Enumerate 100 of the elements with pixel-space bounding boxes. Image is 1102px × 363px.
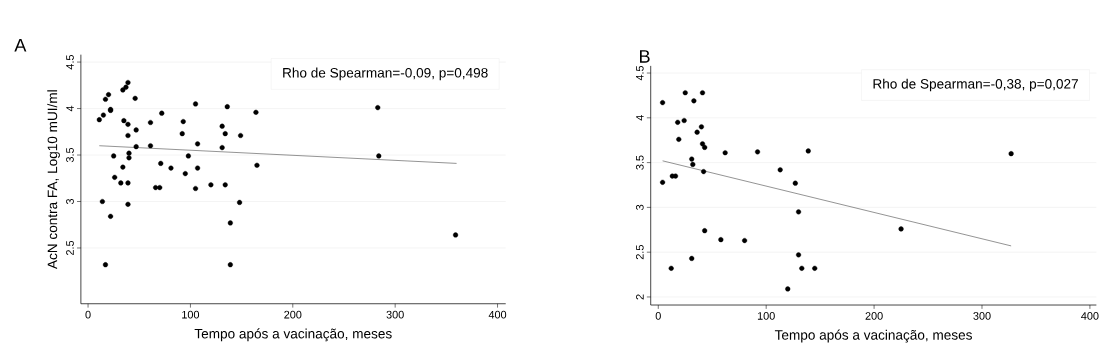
point [132, 95, 138, 101]
point [222, 131, 228, 137]
point [254, 162, 260, 168]
point [193, 101, 199, 107]
x-tick-label: 0 [85, 310, 91, 319]
point [159, 110, 165, 116]
point [796, 252, 802, 258]
point [133, 127, 139, 133]
point [224, 104, 230, 110]
point [785, 286, 791, 292]
point [796, 209, 802, 215]
point [125, 201, 131, 207]
y-tick-label: 3.5 [635, 155, 644, 170]
point [133, 144, 139, 150]
point [195, 165, 201, 171]
point [125, 180, 131, 186]
point [792, 180, 798, 186]
point [96, 117, 102, 123]
point [100, 112, 106, 118]
y-tick-label: 4 [66, 105, 74, 112]
point [99, 198, 105, 204]
x-tick-label: 200 [865, 311, 883, 320]
point [812, 265, 818, 271]
point [121, 117, 127, 124]
point [253, 109, 259, 115]
point [111, 153, 117, 159]
point [227, 220, 233, 226]
point [182, 170, 188, 177]
point [682, 90, 688, 96]
point [120, 164, 126, 170]
annotation: Rho de Spearman=-0,38, p=0,027 [873, 78, 1078, 92]
point [195, 141, 201, 147]
x-tick-label: 0 [655, 311, 661, 320]
y-tick-label: 3 [66, 198, 74, 204]
point [125, 121, 131, 127]
point [157, 184, 163, 190]
point [898, 226, 904, 232]
point [123, 84, 129, 90]
point [660, 99, 666, 106]
point [699, 90, 706, 96]
y-tick-label: 2 [636, 294, 644, 300]
point [125, 132, 131, 138]
point [698, 124, 704, 130]
point [219, 123, 225, 129]
point [208, 182, 214, 188]
point [158, 160, 164, 166]
annotation: Rho de Spearman=-0,09, p=0,498 [283, 67, 488, 81]
point [118, 180, 124, 186]
point [676, 136, 682, 142]
x-tick-label: 400 [488, 310, 507, 319]
y-tick-label: 2.5 [66, 240, 74, 255]
point [219, 144, 225, 151]
x-axis-title: Tempo após a vacinação, meses [774, 329, 972, 343]
x-tick-label: 100 [757, 311, 775, 320]
point [147, 143, 154, 149]
point [689, 255, 695, 261]
point [691, 98, 697, 104]
point [125, 79, 131, 85]
point [102, 262, 108, 268]
y-tick-label: 3 [635, 204, 644, 210]
y-tick-label: 2.5 [635, 244, 644, 260]
point [673, 173, 679, 179]
point [722, 150, 728, 156]
point [755, 149, 761, 155]
point [126, 155, 132, 161]
x-tick-label: 200 [284, 310, 302, 319]
point [681, 117, 687, 123]
point [701, 168, 707, 174]
point [222, 182, 228, 188]
point [112, 174, 118, 180]
point [805, 148, 811, 154]
point [105, 91, 112, 98]
point [238, 132, 244, 138]
x-tick-label: 400 [1081, 311, 1099, 320]
point [799, 265, 805, 271]
point [777, 167, 783, 173]
point [168, 165, 174, 171]
point [453, 232, 459, 238]
point [742, 237, 748, 243]
point [690, 161, 696, 167]
point [102, 96, 108, 102]
point [153, 184, 159, 190]
point [147, 119, 154, 125]
y-tick-label: 4.5 [66, 54, 74, 70]
point [1008, 151, 1014, 157]
point [702, 144, 708, 150]
chart-title: B [640, 50, 650, 63]
x-tick-label: 300 [973, 311, 991, 320]
point [180, 118, 186, 124]
point [376, 153, 382, 159]
y-tick-label: 4 [636, 115, 644, 121]
point [375, 104, 381, 111]
y-tick-label: 3.5 [66, 147, 74, 163]
x-tick-label: 300 [386, 310, 404, 319]
point [108, 213, 114, 219]
y-axis-title: AcN contra FA, Log10 mUI/ml [47, 90, 60, 269]
point [126, 150, 132, 156]
point [702, 228, 708, 234]
point [694, 129, 700, 135]
point [193, 185, 199, 191]
